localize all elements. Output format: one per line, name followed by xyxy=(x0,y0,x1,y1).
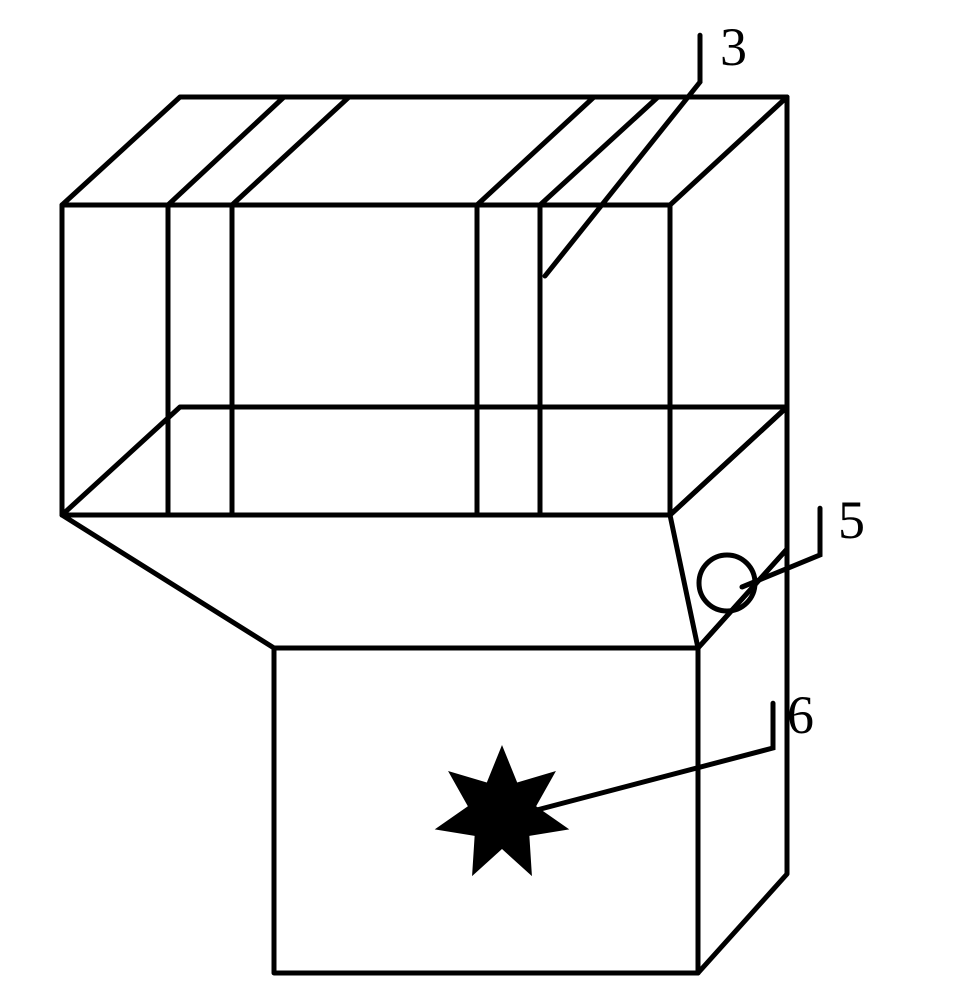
callout-label-3: 3 xyxy=(720,17,747,77)
callout-label-6: 6 xyxy=(787,685,814,745)
star-marker xyxy=(435,745,570,876)
technical-diagram: 3 5 6 xyxy=(0,0,976,1000)
callout-label-5: 5 xyxy=(838,490,865,550)
device-body xyxy=(62,97,787,973)
